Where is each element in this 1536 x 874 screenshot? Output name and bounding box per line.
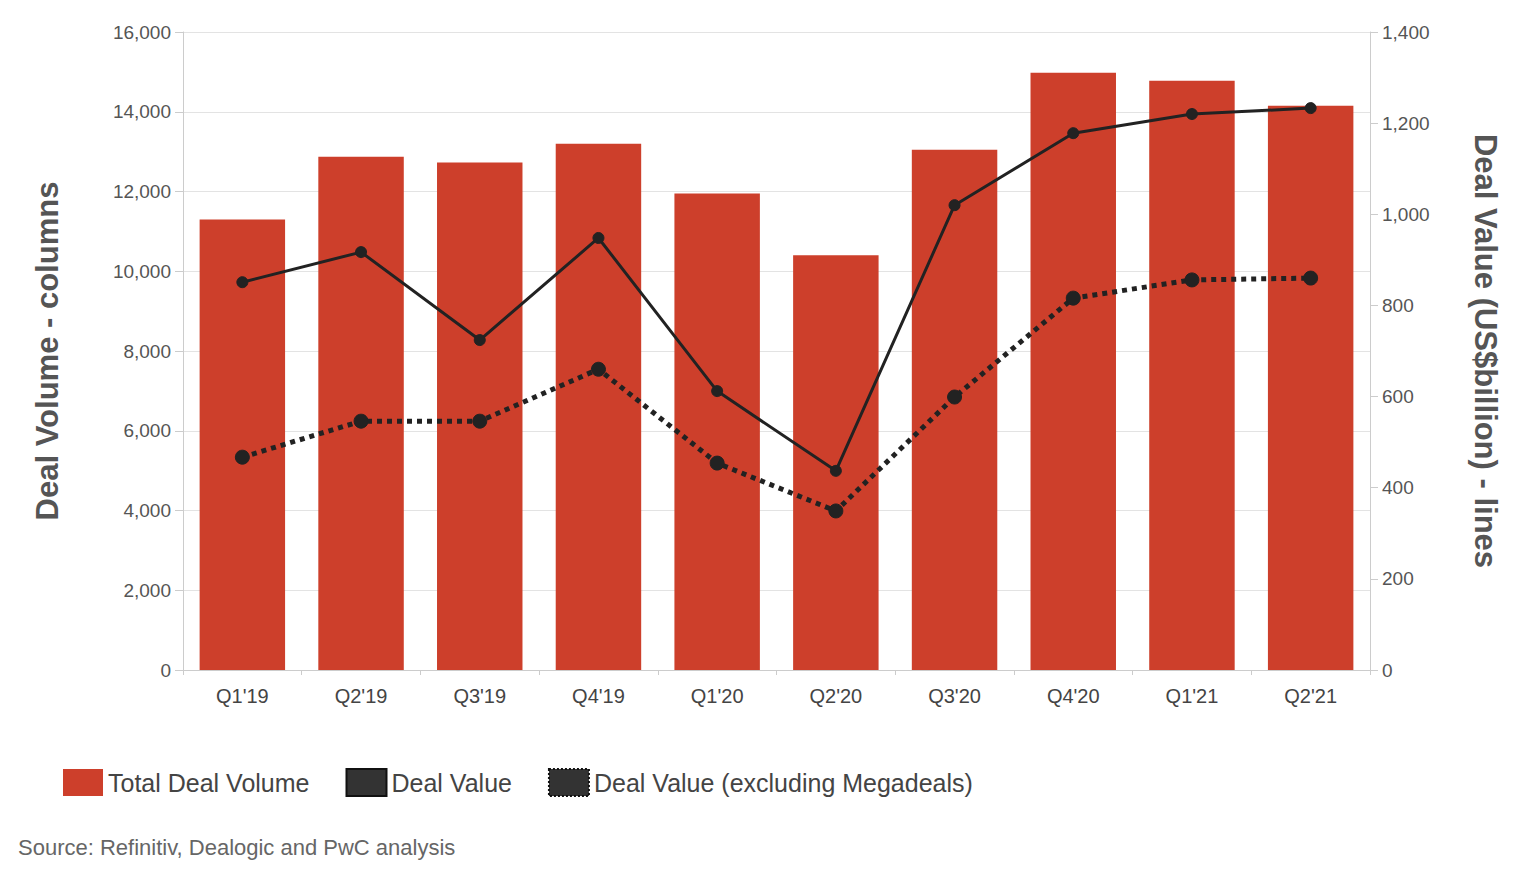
svg-text:Deal Value (excluding Megadeal: Deal Value (excluding Megadeals) [594,769,973,797]
svg-text:Q3'19: Q3'19 [453,685,506,707]
svg-text:Q4'20: Q4'20 [1047,685,1100,707]
svg-text:2,000: 2,000 [123,580,171,601]
svg-text:Q1'20: Q1'20 [691,685,744,707]
svg-text:Deal Value: Deal Value [392,769,512,797]
svg-text:14,000: 14,000 [113,101,171,122]
svg-text:1,200: 1,200 [1382,113,1430,134]
svg-text:Q2'20: Q2'20 [809,685,862,707]
svg-text:1,000: 1,000 [1382,204,1430,225]
svg-text:Q3'20: Q3'20 [928,685,981,707]
svg-text:Q4'19: Q4'19 [572,685,625,707]
svg-text:10,000: 10,000 [113,261,171,282]
svg-text:1,400: 1,400 [1382,22,1430,43]
svg-text:Q2'19: Q2'19 [335,685,388,707]
svg-text:12,000: 12,000 [113,181,171,202]
svg-text:Source: Refinitiv, Dealogic an: Source: Refinitiv, Dealogic and PwC anal… [18,835,455,860]
svg-text:Q1'19: Q1'19 [216,685,269,707]
svg-text:8,000: 8,000 [123,341,171,362]
svg-text:0: 0 [160,660,171,681]
svg-text:Total Deal Volume: Total Deal Volume [108,769,310,797]
svg-text:800: 800 [1382,295,1414,316]
svg-text:4,000: 4,000 [123,500,171,521]
svg-text:Q1'21: Q1'21 [1166,685,1219,707]
svg-text:6,000: 6,000 [123,420,171,441]
svg-text:Deal Volume - columns: Deal Volume - columns [30,182,65,521]
svg-text:Deal Value (US$billion) - line: Deal Value (US$billion) - lines [1468,134,1503,568]
svg-text:Q2'21: Q2'21 [1284,685,1337,707]
svg-text:200: 200 [1382,568,1414,589]
svg-text:0: 0 [1382,660,1393,681]
svg-text:600: 600 [1382,386,1414,407]
svg-text:16,000: 16,000 [113,22,171,43]
svg-text:400: 400 [1382,477,1414,498]
